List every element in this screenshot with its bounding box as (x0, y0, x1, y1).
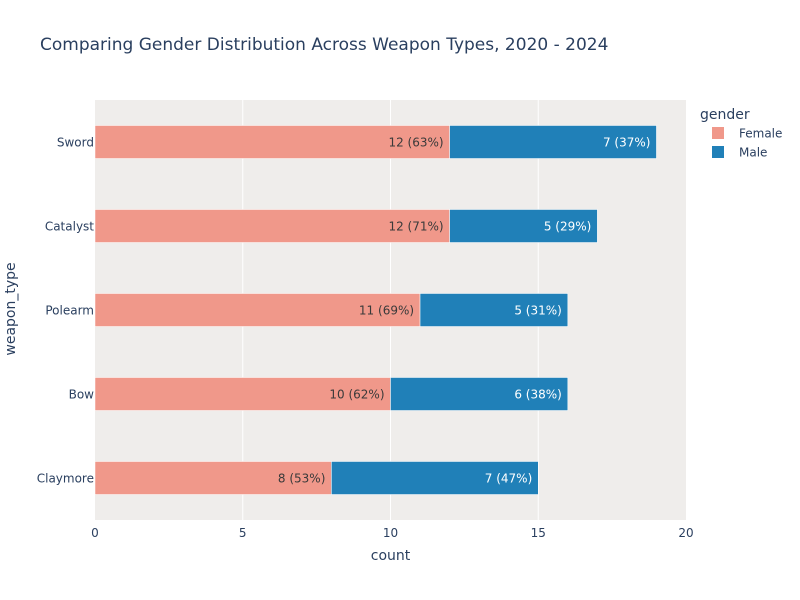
x-tick-label: 0 (91, 526, 99, 540)
bar-data-label: 10 (62%) (329, 388, 384, 402)
bar-data-label: 7 (47%) (485, 472, 532, 486)
legend-title: gender (700, 107, 750, 123)
bar-data-label: 5 (31%) (514, 304, 561, 318)
legend-items[interactable]: Female Male (712, 127, 782, 160)
y-axis-title: weapon_type (3, 262, 19, 355)
bar-data-label: 7 (37%) (603, 136, 650, 150)
y-tick-label: Sword (57, 136, 94, 150)
bar-data-label: 12 (71%) (388, 220, 443, 234)
bar-male-polearm[interactable] (419, 293, 569, 327)
bar-data-label: 11 (69%) (359, 304, 414, 318)
y-tick-label: Catalyst (45, 220, 94, 234)
x-tick-label: 15 (531, 526, 546, 540)
bar-female-catalyst[interactable] (94, 209, 450, 243)
chart-title: Comparing Gender Distribution Across Wea… (40, 35, 608, 55)
y-tick-label: Bow (69, 388, 95, 402)
bar-male-catalyst[interactable] (449, 209, 598, 243)
x-axis-ticks: 0 5 10 15 20 (91, 526, 693, 540)
bar-male-claymore[interactable] (331, 461, 539, 495)
y-tick-label: Claymore (37, 472, 94, 486)
legend-swatch-female[interactable] (712, 127, 724, 139)
bar-male-bow[interactable] (390, 377, 569, 411)
x-axis-title: count (371, 548, 411, 564)
y-axis-ticks: Sword Catalyst Polearm Bow Claymore (37, 136, 95, 486)
legend-swatch-male[interactable] (712, 146, 724, 158)
legend[interactable]: gender Female Male (700, 107, 782, 160)
legend-label-male[interactable]: Male (739, 146, 767, 160)
bar-male-sword[interactable] (449, 125, 657, 159)
x-tick-label: 5 (239, 526, 247, 540)
bar-data-label: 12 (63%) (388, 136, 443, 150)
x-tick-label: 10 (383, 526, 398, 540)
bar-female-sword[interactable] (94, 125, 450, 159)
bars: 12 (63%) 7 (37%) 12 (71%) 5 (29%) 11 (69%) 5 … (94, 125, 657, 495)
bar-data-label: 8 (53%) (278, 472, 325, 486)
bar-female-claymore[interactable] (94, 461, 332, 495)
y-tick-label: Polearm (45, 304, 94, 318)
bar-data-label: 6 (38%) (514, 388, 561, 402)
legend-label-female[interactable]: Female (739, 127, 782, 141)
bar-female-bow[interactable] (94, 377, 391, 411)
x-tick-label: 20 (678, 526, 693, 540)
bar-data-label: 5 (29%) (544, 220, 591, 234)
bar-female-polearm[interactable] (94, 293, 421, 327)
